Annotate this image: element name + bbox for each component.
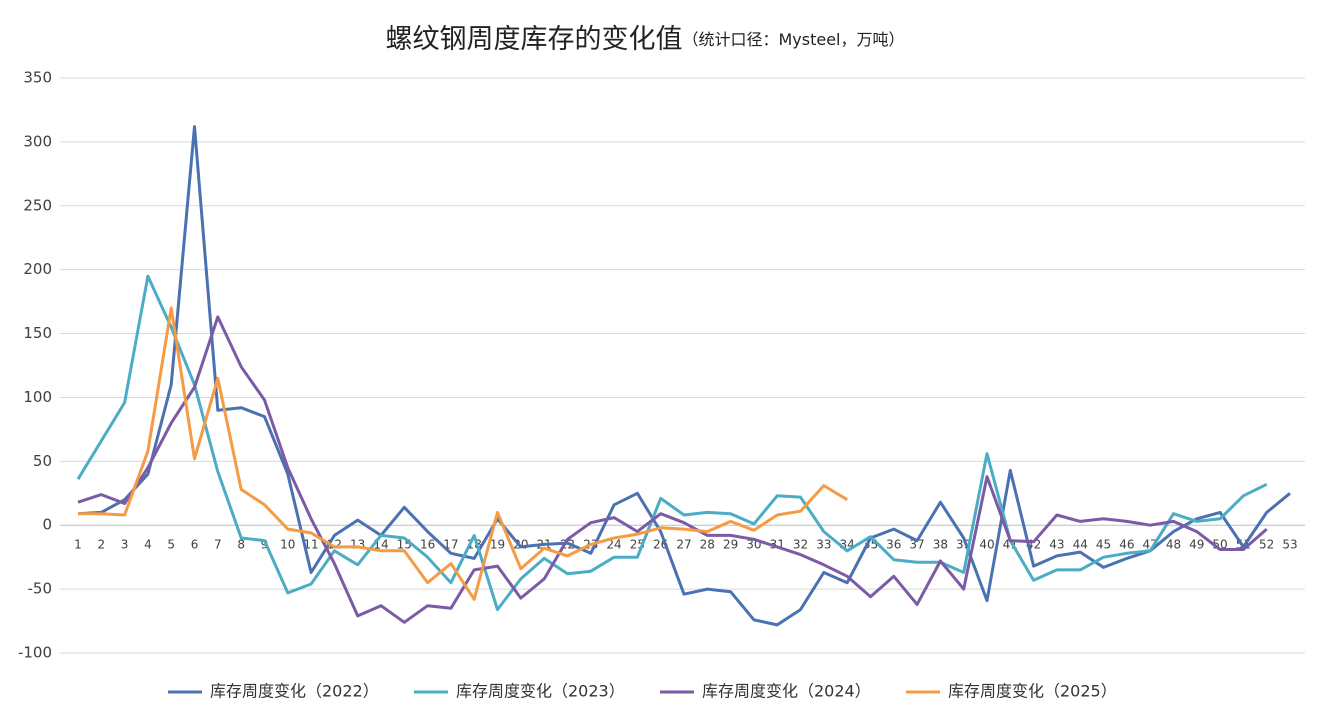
y-tick-label: 250 [23,196,52,214]
x-tick-label: 48 [1166,538,1181,552]
y-tick-label: 150 [23,324,52,342]
x-tick-label: 33 [816,538,831,552]
x-tick-label: 36 [886,538,901,552]
x-tick-label: 10 [280,538,295,552]
legend-label: 库存周度变化（2023） [456,682,625,701]
x-tick-label: 7 [214,538,222,552]
x-tick-label: 6 [191,538,199,552]
y-tick-label: 300 [23,132,52,150]
y-tick-label: -100 [18,644,52,662]
series-line [77,125,1291,627]
x-tick-label: 1 [74,538,82,552]
x-tick-label: 46 [1119,538,1134,552]
x-tick-label: 44 [1073,538,1088,552]
x-tick-label: 24 [606,538,621,552]
x-tick-label: 11 [303,538,318,552]
chart-title-block: 螺纹钢周度库存的变化值（统计口径：Mysteel，万吨） [385,24,904,55]
x-tick-label: 3 [121,538,129,552]
x-tick-label: 38 [933,538,948,552]
x-tick-label: 43 [1049,538,1064,552]
series-line [77,315,1268,624]
x-tick-label: 27 [676,538,691,552]
legend-label: 库存周度变化（2022） [210,682,379,701]
x-tick-label: 49 [1189,538,1204,552]
x-tick-label: 16 [420,538,435,552]
x-tick-label: 29 [723,538,738,552]
x-tick-label: 8 [237,538,245,552]
y-tick-label: 50 [33,452,52,470]
x-tick-label: 32 [793,538,808,552]
x-tick-label: 19 [490,538,505,552]
legend-label: 库存周度变化（2024） [702,682,871,701]
y-tick-label: 200 [23,260,52,278]
legend-label: 库存周度变化（2025） [948,682,1117,701]
x-tick-label: 53 [1282,538,1297,552]
chart-subtitle: （统计口径：Mysteel，万吨） [682,30,904,49]
x-tick-label: 37 [909,538,924,552]
chart-title: 螺纹钢周度库存的变化值 [385,24,682,55]
x-tick-label: 9 [261,538,269,552]
y-tick-label: 0 [42,516,52,534]
x-tick-label: 40 [979,538,994,552]
series-line [78,306,848,601]
x-tick-label: 4 [144,538,152,552]
x-tick-label: 52 [1259,538,1274,552]
x-tick-label: 13 [350,538,365,552]
x-tick-label: 28 [700,538,715,552]
y-tick-label: -50 [28,580,53,598]
x-tick-label: 5 [167,538,175,552]
y-tick-label: 100 [23,388,52,406]
x-tick-label: 2 [97,538,105,552]
x-tick-label: 45 [1096,538,1111,552]
series-line [76,274,1268,612]
y-tick-label: 350 [23,69,52,87]
